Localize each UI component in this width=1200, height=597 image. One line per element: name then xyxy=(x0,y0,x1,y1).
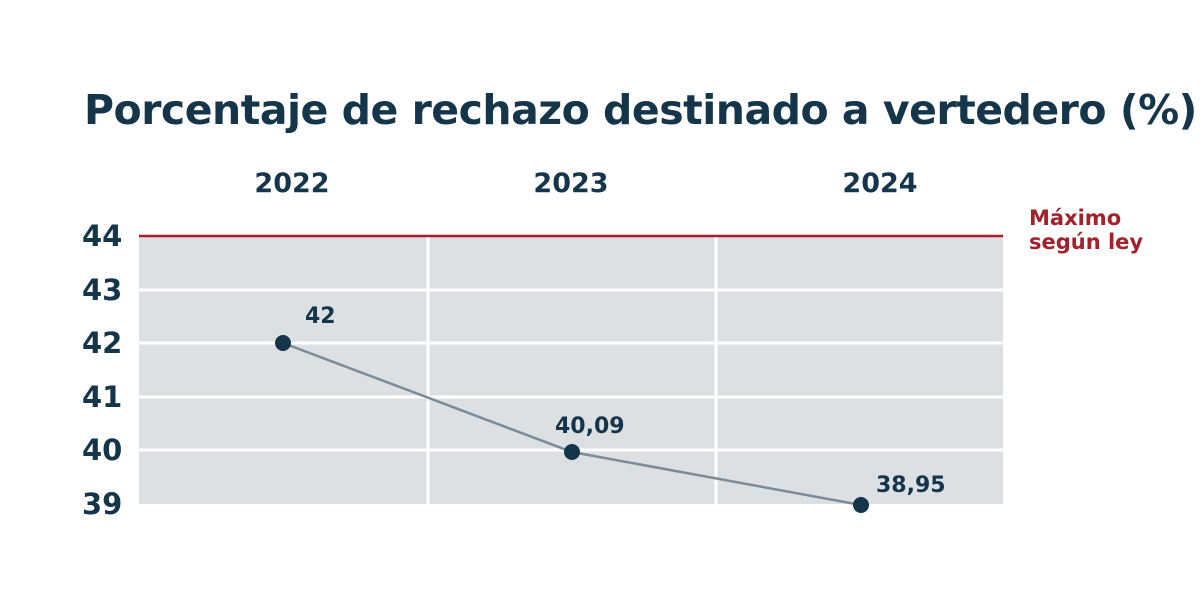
y-tick-40: 40 xyxy=(82,433,123,467)
y-tick-42: 42 xyxy=(82,326,123,360)
y-tick-39: 39 xyxy=(82,487,123,521)
data-point-2022 xyxy=(275,335,291,351)
data-label-2023: 40,09 xyxy=(555,414,625,439)
plot-background xyxy=(139,236,1003,504)
data-label-2024: 38,95 xyxy=(876,473,946,498)
x-label-2024: 2024 xyxy=(842,168,918,199)
x-label-2022: 2022 xyxy=(254,168,330,199)
legal-limit-line2: según ley xyxy=(1029,230,1144,254)
y-tick-43: 43 xyxy=(82,273,123,307)
chart-title: Porcentaje de rechazo destinado a verted… xyxy=(84,86,1197,134)
data-label-2022: 42 xyxy=(305,304,336,329)
y-tick-41: 41 xyxy=(82,380,123,414)
x-label-2023: 2023 xyxy=(533,168,609,199)
data-point-2024 xyxy=(853,497,869,513)
y-tick-44: 44 xyxy=(82,219,123,253)
legal-limit-label: Máximo según ley xyxy=(1029,206,1143,254)
legal-limit-line1: Máximo xyxy=(1029,206,1122,230)
data-point-2023 xyxy=(564,444,580,460)
